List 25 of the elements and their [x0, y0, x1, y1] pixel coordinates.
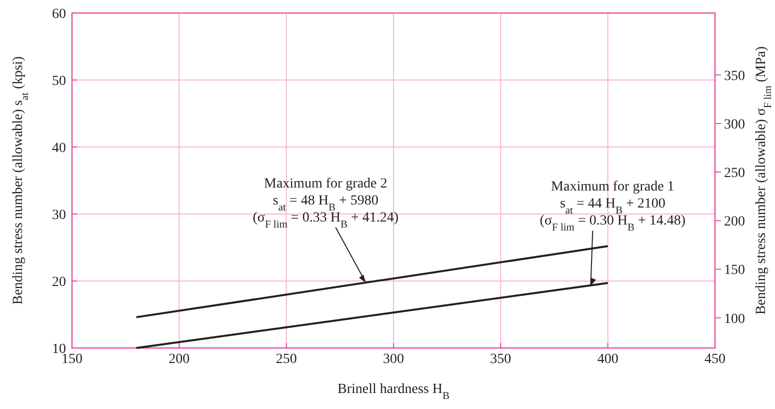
y2-tick-label: 250: [724, 166, 745, 182]
y-tick-label: 30: [52, 208, 66, 223]
y2-tick-label: 200: [724, 214, 745, 230]
annotation: s$_{at}$ = 44 H$_{B}$ + 2100: [560, 196, 666, 216]
x-tick-label: 250: [276, 352, 297, 367]
annotation: s$_{at}$ = 48 H$_{B}$ + 5980: [272, 193, 378, 213]
x-tick-label: 400: [597, 352, 618, 367]
y2-tick-label: 300: [724, 117, 745, 132]
x-tick-label: 450: [704, 352, 726, 367]
y2-tick-label: 150: [724, 263, 745, 278]
y-tick-label: 20: [52, 275, 66, 290]
x-tick-label: 350: [490, 352, 512, 367]
annotation: Maximum for grade 1: [551, 180, 674, 195]
annotation: Maximum for grade 2: [264, 176, 388, 192]
x-tick-label: 150: [62, 352, 82, 367]
y-tick-label: 40: [52, 141, 66, 156]
y2-tick-label: 100: [724, 312, 745, 327]
x-tick-label: 300: [383, 352, 404, 367]
annotation: (σ$_{F lim}$ = 0.33 H$_{B}$ + 41.24): [252, 210, 399, 230]
y2-tick-label: 350: [724, 68, 745, 84]
x-axis-title: Brinell hardness H$_{B}$: [338, 382, 450, 402]
y-tick-label: 50: [52, 74, 66, 89]
annotation: (σ$_{F lim}$ = 0.30 H$_{B}$ + 14.48): [540, 214, 686, 234]
y-tick-label: 60: [52, 7, 66, 22]
x-tick-label: 200: [168, 352, 190, 367]
